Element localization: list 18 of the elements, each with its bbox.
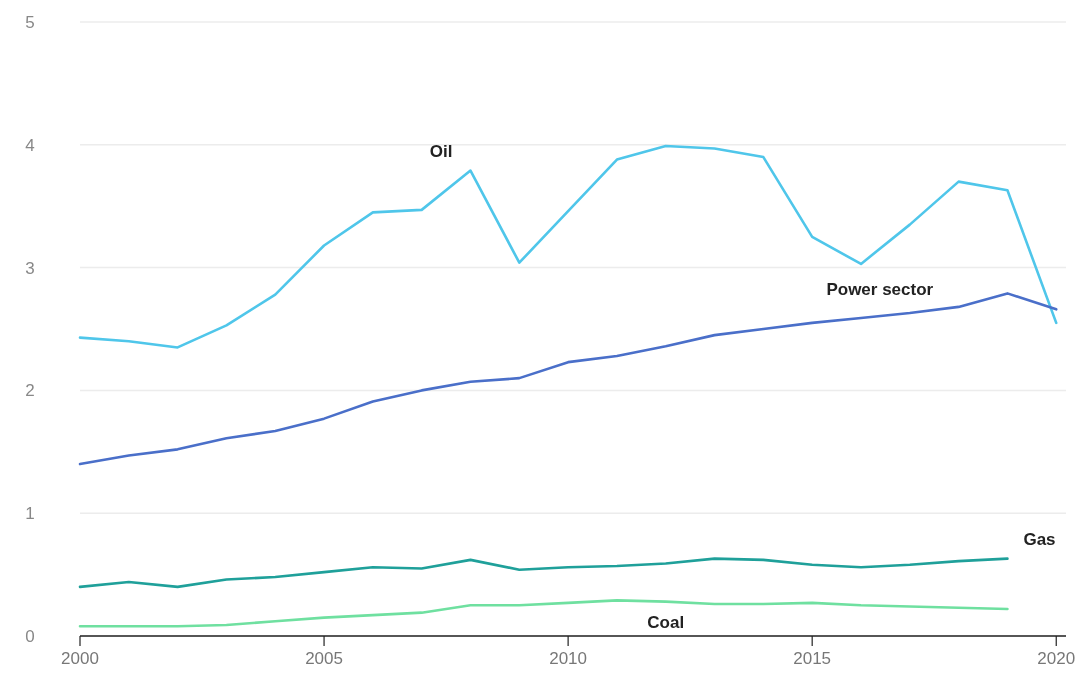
y-tick-label: 0	[25, 626, 35, 646]
series-label: Power sector	[826, 280, 934, 300]
x-tick-label: 2005	[305, 649, 343, 668]
line-series	[78, 599, 1009, 628]
series-label: Gas	[1023, 529, 1056, 549]
y-tick-label: 2	[25, 381, 35, 401]
x-tick-label: 2010	[549, 649, 588, 668]
x-tick-label: 2000	[61, 649, 99, 668]
line-series	[78, 144, 1058, 349]
y-tick-label: 3	[25, 258, 35, 278]
x-tick-label: 2015	[793, 649, 832, 668]
series-label: Coal	[647, 612, 685, 632]
y-tick-label: 5	[25, 12, 35, 32]
x-tick-label: 2020	[1037, 649, 1076, 668]
y-tick-label: 4	[25, 135, 35, 155]
series-label: Oil	[429, 141, 453, 161]
line-series	[78, 557, 1009, 589]
y-tick-label: 1	[25, 504, 35, 524]
